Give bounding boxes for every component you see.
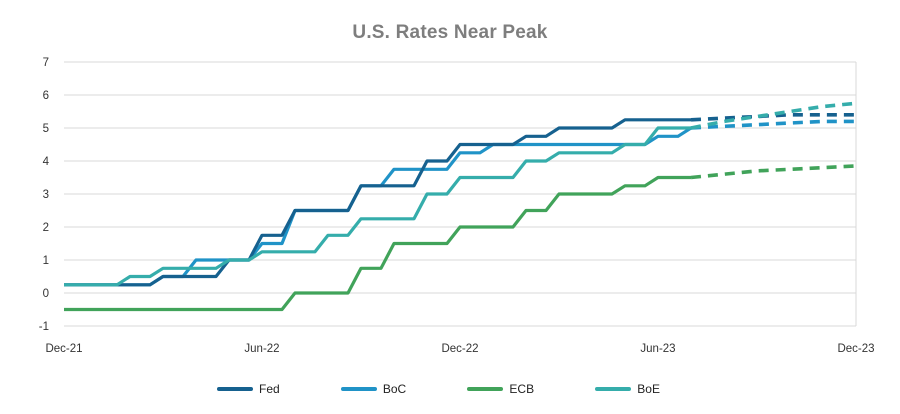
legend-label-boc: BoC (382, 382, 407, 396)
series-line-ecb (64, 175, 691, 312)
legend-item-ecb: ECB (467, 382, 534, 396)
plot-area: 7 6 5 4 3 2 1 0 -1 Dec-21 Jun-22 Dec-22 Jun-23 Dec-23 (39, 57, 875, 355)
y-tick-label: -1 (39, 321, 49, 333)
legend-label-fed: Fed (259, 382, 280, 396)
series-line-fed (64, 118, 691, 287)
y-tick-label: 0 (43, 288, 49, 300)
x-tick-label: Dec-21 (45, 343, 82, 355)
y-tick-label: 4 (43, 156, 50, 168)
series-line-boe (64, 126, 691, 287)
series-projection-boc (690, 119, 856, 130)
series-projection-boe (690, 101, 857, 130)
y-tick-label: 1 (43, 255, 49, 267)
legend-item-fed: Fed (217, 382, 280, 396)
x-tick-label: Jun-22 (244, 343, 279, 355)
fed-line-swatch (217, 387, 253, 391)
series-projection-ecb (690, 164, 857, 180)
y-tick-label: 6 (43, 90, 49, 102)
y-tick-label: 2 (43, 222, 49, 234)
legend-item-boc: BoC (340, 382, 407, 396)
y-tick-label: 3 (43, 189, 49, 201)
y-tick-label: 5 (43, 123, 49, 135)
boc-line-swatch (340, 387, 377, 391)
y-tick-label: 7 (43, 57, 49, 69)
x-tick-label: Dec-23 (837, 343, 874, 355)
legend: Fed BoC ECB BoE (217, 382, 660, 396)
boe-line-swatch (595, 387, 632, 391)
ecb-line-swatch (467, 387, 504, 391)
legend-item-boe: BoE (595, 382, 660, 396)
x-tick-label: Dec-22 (441, 343, 478, 355)
legend-label-ecb: ECB (509, 382, 535, 396)
series-projection-fed (690, 113, 856, 122)
x-tick-label: Jun-23 (640, 343, 675, 355)
legend-label-boe: BoE (637, 382, 660, 396)
chart-title: U.S. Rates Near Peak (352, 22, 548, 43)
